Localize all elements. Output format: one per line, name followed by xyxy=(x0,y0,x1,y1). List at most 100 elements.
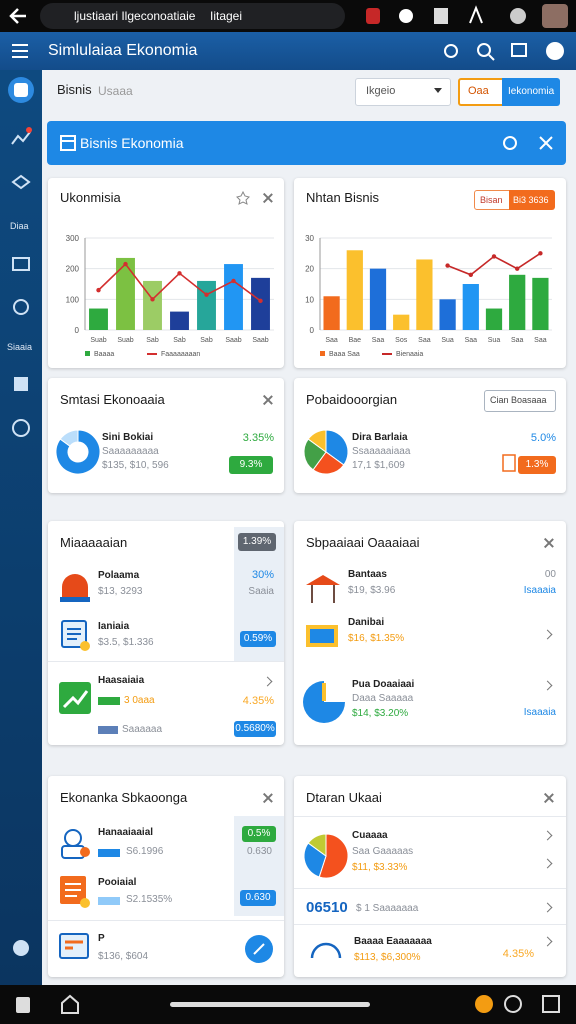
item-name: Hanaaiaaial xyxy=(98,827,154,838)
banner-actions[interactable] xyxy=(500,133,556,153)
app-bar xyxy=(0,32,576,70)
chevron[interactable] xyxy=(262,676,273,687)
item-sub: Daaa Saaaaa xyxy=(352,693,414,704)
item-sub: $ 1 Saaaaaaa xyxy=(356,903,419,914)
pie-chart xyxy=(303,429,349,475)
card-title: Ukonmisia xyxy=(60,190,121,205)
item-name: Danibai xyxy=(348,617,385,628)
marker xyxy=(98,726,118,734)
bar xyxy=(532,277,549,330)
x-tick-label: Saa xyxy=(465,337,478,344)
x-tick-label: Saa xyxy=(372,337,385,344)
close-icon[interactable] xyxy=(263,793,273,803)
button-text: Bi3 3636 xyxy=(513,195,549,205)
button-text: Iekonomia xyxy=(508,86,555,97)
close-icon[interactable] xyxy=(263,395,273,405)
button[interactable] xyxy=(509,190,555,210)
button[interactable] xyxy=(502,78,560,106)
donut-icon xyxy=(303,681,345,723)
item-amount: $19, $3.96 xyxy=(348,585,396,596)
line-point xyxy=(204,292,209,297)
line-point xyxy=(96,287,101,293)
item-amount: $14, $3.20% xyxy=(352,708,409,719)
item-name: Baaaa Eaaaaaaa xyxy=(354,936,432,947)
item-amount: $135, $10, 596 xyxy=(102,460,169,471)
x-tick-label: Suab xyxy=(117,337,133,344)
x-tick-label: Sab xyxy=(146,337,159,344)
chart: 0 100 200 300 Suab Suab Sab Sab Sab Saab Saab Baaaa… xyxy=(66,234,274,358)
item-value: 30% xyxy=(251,569,274,581)
line-point xyxy=(231,278,236,284)
card: Ukonmisia 0 100 200 300 Suab Suab Sab Sab Sab Saa… xyxy=(48,178,284,368)
card: Smtasi Ekonoaaia Sini Bokiai Saaaaaaaaa … xyxy=(48,378,284,493)
item-name: Polaama xyxy=(98,570,140,581)
chevron[interactable] xyxy=(542,680,553,691)
progress-bar xyxy=(98,897,120,905)
badge: 0.630 xyxy=(240,890,276,906)
bar xyxy=(485,308,503,330)
board-icon xyxy=(306,625,338,647)
button-text: Cian Boasaaa xyxy=(490,395,547,405)
card-title: Ekonanka Sbkaoonga xyxy=(60,790,188,805)
y-tick-label: 300 xyxy=(66,234,80,243)
item-name: Pua Doaaiaai xyxy=(352,679,415,690)
y-tick-label: 200 xyxy=(66,265,80,274)
calc-icon xyxy=(59,933,89,959)
item-sub: Saaaaaa xyxy=(122,724,163,735)
card-title: Miaaaaaian xyxy=(60,535,128,550)
item-sub: Saaaaaaaaa xyxy=(102,446,159,457)
item-name: Dira Barlaia xyxy=(352,432,408,443)
item-sub: Saa Gaaaaas xyxy=(352,846,414,857)
chart: 0 10 20 30 Saa Bae Saa Sos Saa Sua Saa Sua Saa Saa Baa… xyxy=(305,234,552,358)
card-title: Dtaran Ukaai xyxy=(306,790,382,805)
card: Sbpaaiaai Oaaaiaai Bantaas $19, $3.96 00… xyxy=(294,521,566,745)
close-icon[interactable] xyxy=(544,538,554,548)
card-title: Nhtan Bisnis xyxy=(306,190,379,205)
sidebar-icons[interactable] xyxy=(0,70,42,985)
chevron[interactable] xyxy=(542,629,553,640)
sidebar-label[interactable]: Diaa xyxy=(10,221,29,231)
item-amount: $11, $3.33% xyxy=(352,862,408,873)
item-value: 5.0% xyxy=(530,432,556,444)
button[interactable] xyxy=(484,390,556,412)
chevron[interactable] xyxy=(542,902,553,913)
url-pill[interactable] xyxy=(40,3,345,29)
item-name: Cuaaaa xyxy=(352,830,388,841)
star-icon[interactable] xyxy=(236,191,250,205)
bar xyxy=(416,259,433,330)
banner-icon xyxy=(60,135,76,151)
x-tick-label: Sos xyxy=(395,337,408,344)
separator xyxy=(294,924,566,925)
item-amount: S6.1996 xyxy=(126,846,164,857)
x-tick-label: Sab xyxy=(200,337,213,344)
dropdown[interactable] xyxy=(355,78,451,106)
banner-title: Bisnis Ekonomia xyxy=(80,135,184,151)
sidebar-label[interactable]: Siaaia xyxy=(7,342,33,352)
badge: 0.59% xyxy=(240,631,276,647)
arc-icon xyxy=(310,942,342,959)
chevron[interactable] xyxy=(542,830,553,841)
x-tick-label: Saa xyxy=(418,337,431,344)
alarm-icon xyxy=(60,574,90,602)
bottom-nav-icons[interactable] xyxy=(0,985,576,1024)
card: Ekonanka Sbkaoonga Hanaaiaaial S6.1996 0… xyxy=(48,776,284,977)
close-icon[interactable] xyxy=(544,793,554,803)
fab[interactable] xyxy=(244,934,274,964)
bar xyxy=(251,277,270,330)
chevron[interactable] xyxy=(542,858,553,869)
person-icon xyxy=(61,829,90,859)
line-point xyxy=(258,298,263,304)
back-icon[interactable] xyxy=(8,6,30,26)
app-actions[interactable] xyxy=(440,40,570,62)
badge: 1.39% xyxy=(238,533,276,551)
x-tick-label: Sua xyxy=(488,337,501,344)
status-icons xyxy=(366,4,568,28)
menu-icon[interactable] xyxy=(10,42,30,60)
item-link[interactable]: Isaaaia xyxy=(523,707,556,718)
item-note: 0.630 xyxy=(246,846,272,857)
chevron[interactable] xyxy=(542,936,553,947)
pie-chart xyxy=(303,833,349,879)
item-sub: Ssaaaaaiaaa xyxy=(352,446,411,457)
item-link[interactable]: Isaaaia xyxy=(523,585,556,596)
